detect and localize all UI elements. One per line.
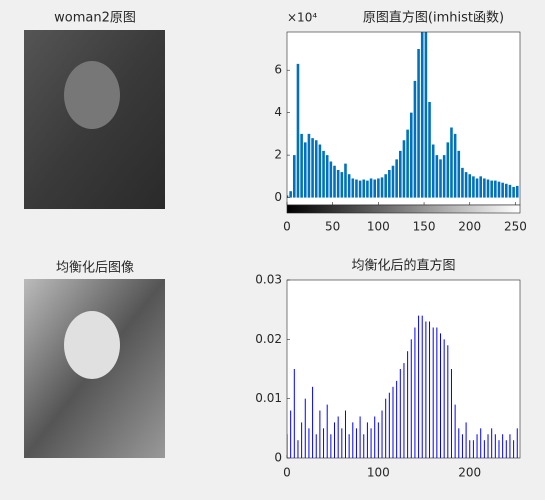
chart-title: 原图直方图(imhist函数) (363, 10, 504, 26)
image-title: woman2原图 (54, 11, 136, 26)
x-tick-label: 100 (367, 220, 390, 234)
x-tick-label: 250 (504, 220, 527, 234)
y-tick-label: 0.03 (255, 273, 282, 287)
stems (287, 315, 518, 458)
image-detail (64, 311, 120, 379)
y-tick-label: 0.01 (255, 391, 282, 405)
y-tick-label: 0 (274, 190, 282, 204)
y-tick-label: 0 (274, 451, 282, 465)
image-detail (64, 61, 120, 129)
colorbar (286, 204, 521, 214)
x-tick-label: 200 (458, 466, 481, 480)
stems (287, 32, 519, 198)
y-exponent: ×10⁴ (287, 11, 317, 25)
x-tick-label: 0 (283, 220, 291, 234)
x-tick-label: 100 (367, 466, 390, 480)
chart-title: 均衡化后的直方图 (351, 258, 455, 274)
y-tick-label: 2 (274, 148, 282, 162)
image-title: 均衡化后图像 (56, 261, 134, 276)
x-tick-label: 50 (325, 220, 340, 234)
x-tick-label: 150 (413, 220, 436, 234)
axes-box (286, 279, 521, 459)
y-tick-label: 0.02 (255, 332, 282, 346)
y-tick-label: 4 (274, 105, 282, 119)
x-tick-label: 200 (458, 220, 481, 234)
y-tick-label: 6 (274, 63, 282, 77)
x-tick-label: 0 (283, 466, 291, 480)
